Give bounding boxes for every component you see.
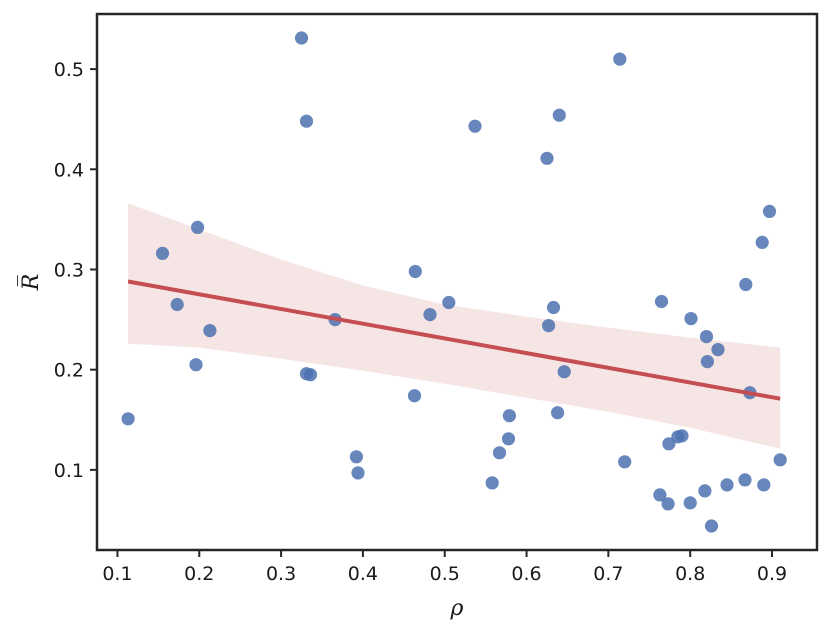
data-point — [501, 432, 516, 446]
data-point — [613, 52, 627, 66]
data-point — [492, 446, 507, 460]
regression-line-layer — [127, 279, 781, 401]
data-point — [540, 151, 554, 165]
data-point — [191, 220, 205, 234]
x-tick-label: 0.4 — [348, 563, 378, 585]
plot-frame — [95, 12, 819, 552]
data-point — [349, 450, 363, 464]
x-axis-label: ρ — [450, 596, 464, 621]
data-point — [662, 437, 676, 451]
data-point — [408, 264, 422, 279]
data-point — [121, 412, 135, 426]
data-point — [155, 246, 170, 260]
data-point — [442, 295, 456, 310]
data-point — [407, 389, 422, 403]
data-point — [294, 31, 309, 45]
x-tick-label: 0.2 — [184, 563, 214, 585]
data-point — [755, 235, 769, 249]
x-tick-label: 0.7 — [593, 563, 623, 585]
data-point — [170, 297, 184, 312]
data-point — [762, 204, 777, 218]
x-tick-label: 0.6 — [511, 563, 541, 585]
data-point — [546, 300, 561, 315]
data-point — [675, 429, 689, 443]
data-points-layer — [121, 31, 787, 533]
data-point — [683, 496, 697, 510]
y-axis: 0.1 0.2 0.3 0.4 0.5 — [54, 59, 97, 482]
x-tick-label: 0.9 — [757, 563, 787, 585]
data-point — [698, 484, 712, 498]
data-point — [684, 312, 698, 326]
data-point — [551, 406, 565, 420]
regression-line — [127, 279, 781, 401]
data-point — [654, 294, 669, 309]
data-point — [739, 277, 753, 292]
data-point — [773, 453, 787, 467]
y-tick-label: 0.2 — [54, 360, 84, 382]
data-point — [542, 319, 556, 333]
x-tick-label: 0.3 — [266, 563, 296, 585]
data-point — [189, 358, 203, 372]
data-point — [351, 466, 365, 480]
confidence-band — [128, 203, 781, 449]
data-point — [299, 114, 314, 128]
y-axis-label: R̅ — [17, 274, 44, 292]
data-point — [552, 108, 566, 122]
data-point — [700, 355, 715, 369]
y-tick-label: 0.5 — [54, 59, 84, 81]
data-point — [468, 119, 482, 133]
data-point — [757, 478, 771, 492]
x-axis: 0.1 0.2 0.3 0.4 0.5 0.6 0.7 0.8 0.9 — [102, 550, 787, 585]
data-point — [720, 478, 734, 492]
y-tick-label: 0.4 — [54, 159, 84, 181]
x-tick-label: 0.8 — [675, 563, 705, 585]
data-point — [303, 368, 318, 382]
data-point — [653, 488, 667, 502]
y-tick-label: 0.3 — [54, 259, 84, 281]
data-point — [711, 343, 725, 357]
data-point — [203, 324, 217, 338]
data-point — [557, 365, 571, 379]
data-point — [502, 409, 516, 423]
data-point — [738, 473, 752, 487]
data-point — [699, 330, 714, 344]
data-point — [661, 497, 675, 511]
data-point — [618, 455, 632, 469]
data-point — [485, 476, 499, 490]
data-point — [704, 519, 719, 533]
y-tick-label: 0.1 — [54, 460, 84, 482]
confidence-band-layer — [128, 203, 781, 449]
x-tick-label: 0.5 — [430, 563, 460, 585]
data-point — [423, 308, 437, 322]
x-tick-label: 0.1 — [102, 563, 132, 585]
